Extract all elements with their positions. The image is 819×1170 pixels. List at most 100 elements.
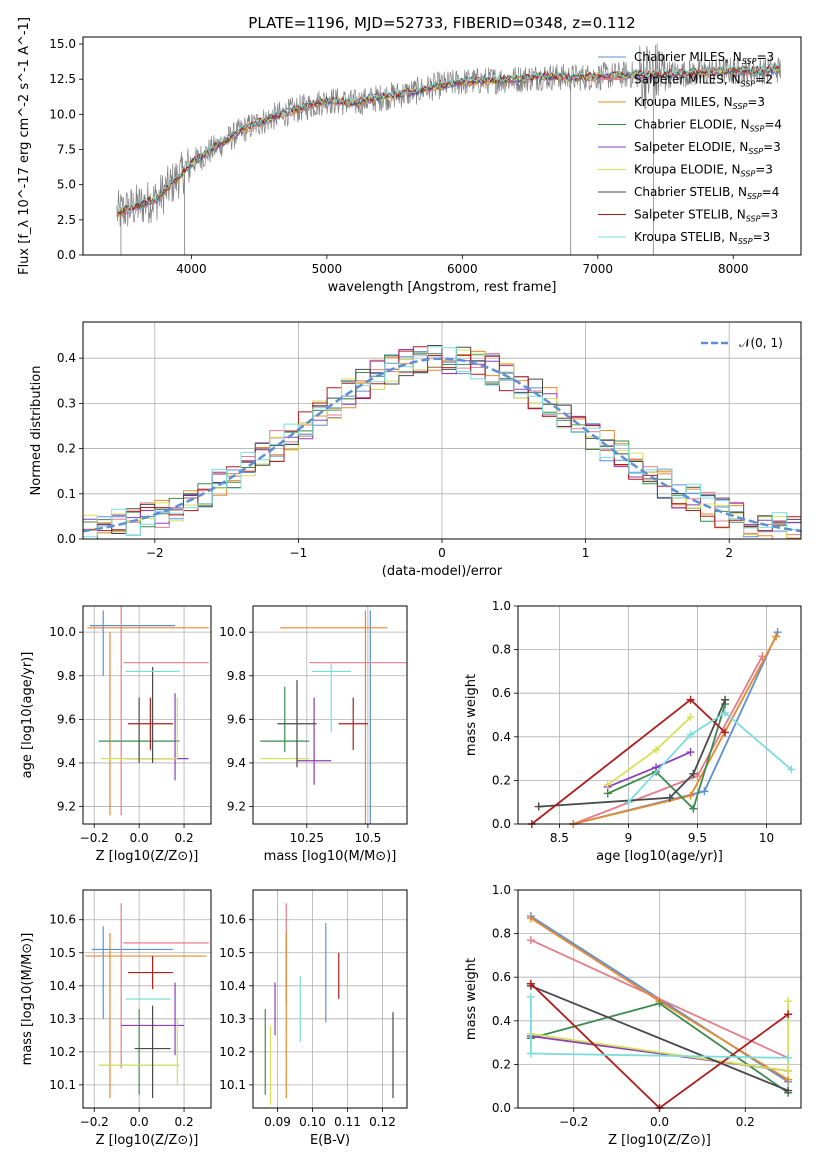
- series-kroupa_stelib: [627, 711, 792, 803]
- age_vs_Z-points: [87, 606, 209, 816]
- x-tick-label: 0.0: [130, 831, 149, 845]
- model-kroupa_miles: [116, 66, 781, 218]
- y-tick-label: 0.4: [57, 351, 76, 365]
- point-marker: [526, 1049, 535, 1058]
- hist-kroupa_stelib: [83, 346, 801, 538]
- point-marker: [526, 936, 535, 945]
- y-tick-label: 0.4: [492, 1014, 511, 1028]
- point-marker: [686, 730, 695, 739]
- x-tick-label: 7000: [583, 262, 614, 276]
- y-tick-label: 10.6: [49, 913, 76, 927]
- y-tick-label: 10.1: [49, 1078, 76, 1092]
- x-tick-label: 0.2: [175, 831, 194, 845]
- y-axis-label: Flux [f_λ 10^-17 erg cm^-2 s^-1 A^-1]: [17, 17, 32, 275]
- age_vs_Z-frame: [82, 605, 212, 825]
- y-tick-label: 0.1: [57, 487, 76, 501]
- legend-label: Kroupa STELIB, NSSP=3: [634, 230, 770, 246]
- y-tick-label: 10.6: [219, 913, 246, 927]
- y-tick-label: 0.2: [492, 773, 511, 787]
- x-tick-label: 1: [582, 546, 590, 560]
- legend-label: Kroupa MILES, NSSP=3: [634, 95, 765, 111]
- y-axis-label: mass weight: [464, 958, 479, 1040]
- x-tick-label: 8000: [718, 262, 749, 276]
- mass_vs_Z-frame: [82, 889, 212, 1109]
- y-tick-label: 9.2: [57, 800, 76, 814]
- point-marker: [784, 1053, 793, 1062]
- x-tick-label: −2: [146, 546, 164, 560]
- point-marker: [534, 802, 543, 811]
- weight_vs_Z-series: [526, 912, 793, 1112]
- y-tick-label: 15.0: [49, 37, 76, 51]
- spectrum-lines: [116, 43, 782, 255]
- y-axis-label: Normed distribution: [29, 366, 44, 496]
- x-tick-label: 9: [625, 831, 633, 845]
- plots-layer: 4000 5000 6000 7000 80000.02.55.07.510.012.5…: [17, 17, 802, 1148]
- legend-label: Salpeter ELODIE, NSSP=3: [634, 140, 781, 156]
- y-tick-label: 9.4: [57, 756, 76, 770]
- point-marker: [686, 695, 695, 704]
- legend-label: Salpeter MILES, NSSP=2: [634, 73, 773, 89]
- x-tick-label: 4000: [176, 262, 207, 276]
- y-tick-label: 10.0: [49, 107, 76, 121]
- series-salpeter_elodie: [607, 751, 691, 788]
- y-tick-label: 10.0: [49, 625, 76, 639]
- weight_vs_age-axes: [514, 605, 801, 828]
- y-tick-label: 1.0: [492, 883, 511, 897]
- legend-label: Kroupa ELODIE, NSSP=3: [634, 163, 773, 179]
- y-tick-label: 10.5: [49, 946, 76, 960]
- point-marker: [784, 1086, 793, 1095]
- x-axis-label: age [log10(age/yr)]: [596, 849, 723, 864]
- y-tick-label: 10.3: [219, 1012, 246, 1026]
- y-tick-label: 0.2: [57, 442, 76, 456]
- y-tick-label: 0.2: [492, 1057, 511, 1071]
- point-marker: [686, 713, 695, 722]
- x-tick-label: 0.0: [130, 1115, 149, 1129]
- y-tick-label: 9.6: [227, 712, 246, 726]
- point-marker: [526, 979, 535, 988]
- y-tick-label: 0.8: [492, 927, 511, 941]
- x-tick-label: 0.12: [369, 1115, 396, 1129]
- y-tick-label: 7.5: [57, 143, 76, 157]
- legend-label: 𝒩(0, 1): [739, 336, 783, 350]
- y-tick-label: 2.5: [57, 213, 76, 227]
- point-marker: [772, 632, 781, 641]
- point-marker: [721, 728, 730, 737]
- legend-label: Chabrier STELIB, NSSP=4: [634, 185, 779, 201]
- x-tick-label: −1: [290, 546, 308, 560]
- point-marker: [721, 708, 730, 717]
- y-tick-label: 9.8: [57, 669, 76, 683]
- point-marker: [526, 914, 535, 923]
- mass_vs_ebv-points: [264, 903, 394, 1105]
- x-axis-label: Z [log10(Z/Z⊙)]: [96, 1133, 199, 1148]
- point-marker: [665, 793, 674, 802]
- y-tick-label: 0.4: [492, 730, 511, 744]
- point-marker: [773, 628, 782, 637]
- model-kroupa_stelib: [116, 63, 781, 214]
- legend-label: Chabrier MILES, NSSP=3: [634, 50, 774, 66]
- point-marker: [784, 1010, 793, 1019]
- age_vs_mass-frame: [252, 605, 408, 825]
- point-marker: [526, 992, 535, 1001]
- y-tick-label: 10.2: [49, 1045, 76, 1059]
- point-marker: [700, 787, 709, 796]
- y-tick-label: 10.3: [49, 1012, 76, 1026]
- x-axis-label: Z [log10(Z/Z⊙)]: [96, 849, 199, 864]
- age_vs_mass-points: [260, 610, 407, 824]
- point-marker: [693, 772, 702, 781]
- point-marker: [689, 769, 698, 778]
- y-tick-label: 0.0: [492, 817, 511, 831]
- series-chabrier_stelib: [530, 985, 789, 1092]
- figure-title: PLATE=1196, MJD=52733, FIBERID=0348, z=0…: [248, 14, 635, 32]
- x-tick-label: 0.2: [736, 1115, 755, 1129]
- y-tick-label: 9.8: [227, 669, 246, 683]
- hist-salpeter_stelib: [83, 346, 801, 532]
- y-tick-label: 0.3: [57, 396, 76, 410]
- mass_vs_ebv-frame: [252, 889, 408, 1109]
- x-tick-label: 0.10: [299, 1115, 326, 1129]
- y-axis-label: mass weight: [464, 674, 479, 756]
- weight_vs_Z-frame: [517, 889, 802, 1109]
- y-tick-label: 10.5: [219, 946, 246, 960]
- point-marker: [686, 748, 695, 757]
- x-tick-label: 5000: [312, 262, 343, 276]
- y-axis-label: mass [log10(M/M⊙)]: [20, 933, 35, 1066]
